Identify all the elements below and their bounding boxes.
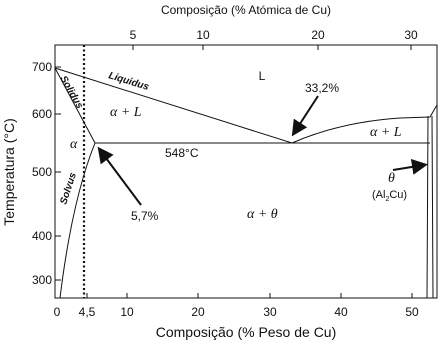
bottom-tick-label: 0	[54, 305, 61, 319]
top-axis-title: Composição (% Atómica de Cu)	[161, 3, 331, 17]
left-tick-label: 500	[32, 165, 52, 179]
region-label: α + L	[370, 125, 402, 140]
left-tick-label: 700	[32, 60, 52, 74]
top-tick-label: 20	[311, 28, 325, 42]
phase-boundaries	[54, 67, 438, 299]
curve-label: Solidus	[57, 74, 85, 111]
left-tick-label: 300	[32, 273, 52, 287]
region-label: α + L	[110, 105, 142, 120]
top-ticks	[55, 45, 413, 298]
curve-label: Solvus	[58, 171, 79, 206]
annotation: 5,7%	[131, 209, 159, 223]
region-label: α	[70, 137, 78, 152]
bottom-tick-label: 50	[405, 305, 419, 319]
bottom-axis-title: Composição (% Peso de Cu)	[156, 324, 337, 340]
bottom-tick-label: 10	[120, 305, 134, 319]
formula: (Al2Cu)	[372, 189, 407, 203]
region-label: L	[259, 69, 266, 83]
left-tick-label: 400	[32, 229, 52, 243]
region-label: θ	[388, 171, 395, 186]
top-tick-label: 10	[196, 28, 210, 42]
left-tick-label: 600	[32, 107, 52, 121]
region-label: α + θ	[247, 207, 278, 222]
bottom-tick-label: 20	[191, 305, 205, 319]
top-tick-label: 5	[130, 28, 137, 42]
top-tick-label: 30	[404, 28, 418, 42]
curve-label: Liquidus	[107, 70, 150, 93]
annotation: 548°C	[165, 146, 199, 160]
annotation: 33,2%	[305, 81, 339, 95]
arrows	[97, 95, 428, 206]
plot-frame	[54, 44, 438, 299]
bottom-tick-label: 4,5	[79, 305, 96, 319]
left-axis-title: Temperatura (°C)	[1, 118, 17, 226]
bottom-tick-label: 30	[263, 305, 277, 319]
bottom-tick-label: 40	[334, 305, 348, 319]
